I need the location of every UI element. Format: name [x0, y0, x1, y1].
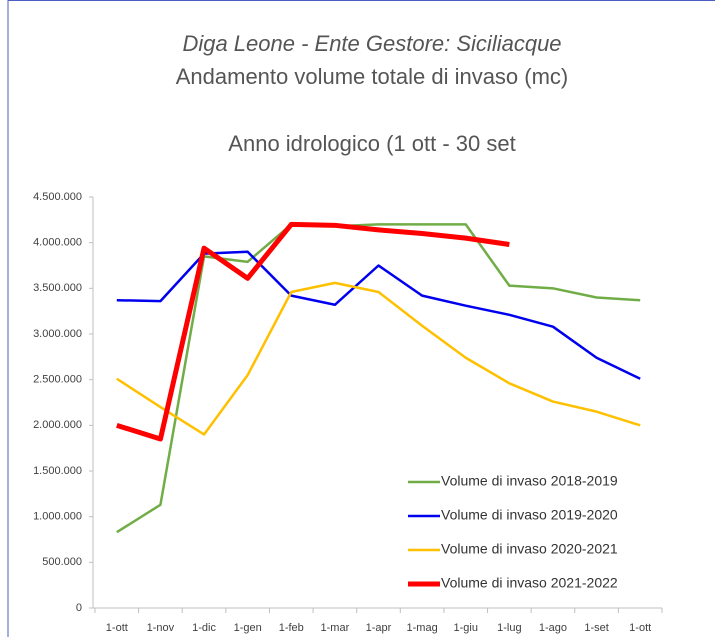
legend-label: Volume di invaso 2020-2021	[441, 541, 618, 557]
x-tick-label: 1-gen	[234, 622, 262, 634]
x-tick-label: 1-ott	[106, 622, 128, 634]
y-tick-label: 0	[76, 602, 82, 614]
series-line	[116, 221, 510, 442]
y-tick-label: 4.500.000	[33, 191, 82, 203]
y-tick-label: 3.000.000	[33, 328, 82, 340]
series-line	[116, 281, 641, 436]
y-tick-label: 3.500.000	[33, 282, 82, 294]
x-tick-label: 1-ott	[629, 622, 651, 634]
chart-title: Andamento volume totale di invaso (mc)	[176, 64, 569, 89]
legend-label: Volume di invaso 2018-2019	[441, 473, 618, 489]
x-tick-label: 1-mag	[407, 622, 438, 634]
x-tick-label: 1-mar	[321, 622, 350, 634]
y-tick-label: 2.500.000	[33, 374, 82, 386]
chart-title: Anno idrologico (1 ott - 30 set	[228, 131, 515, 156]
chart-title: Diga Leone - Ente Gestore: Siciliacque	[182, 31, 561, 56]
x-tick-label: 1-dic	[192, 622, 216, 634]
y-tick-label: 4.000.000	[33, 237, 82, 249]
y-tick-label: 1.000.000	[33, 511, 82, 523]
x-tick-label: 1-feb	[279, 622, 304, 634]
legend-label: Volume di invaso 2019-2020	[441, 507, 618, 523]
y-tick-label: 500.000	[42, 556, 82, 568]
frame	[7, 0, 715, 637]
x-tick-label: 1-nov	[147, 622, 175, 634]
x-tick-label: 1-giu	[453, 622, 477, 634]
x-tick-label: 1-ago	[539, 622, 567, 634]
x-tick-label: 1-set	[584, 622, 608, 634]
x-tick-label: 1-apr	[366, 622, 392, 634]
legend-label: Volume di invaso 2021-2022	[441, 575, 618, 591]
x-tick-label: 1-lug	[497, 622, 521, 634]
y-tick-label: 2.000.000	[33, 419, 82, 431]
series-line	[116, 250, 641, 380]
y-tick-label: 1.500.000	[33, 465, 82, 477]
